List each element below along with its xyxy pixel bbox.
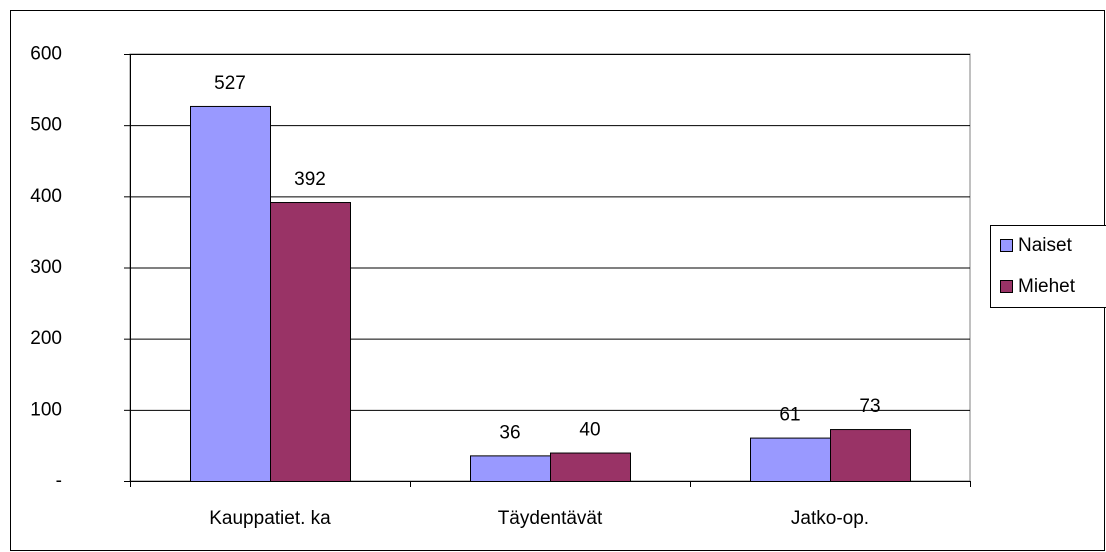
value-label: 40 <box>579 420 600 441</box>
value-label: 527 <box>214 73 246 94</box>
legend-label: Naiset <box>1018 235 1073 256</box>
x-tick-label: Kauppatiet. ka <box>209 508 331 529</box>
x-tick-label: Täydentävät <box>498 508 603 529</box>
legend-label: Miehet <box>1018 276 1076 297</box>
y-tick-label: 200 <box>30 328 62 349</box>
y-tick-label: 500 <box>30 115 62 136</box>
legend-swatch <box>1000 239 1013 252</box>
y-tick-label: - <box>56 471 62 492</box>
value-label: 392 <box>294 169 326 190</box>
legend-swatch <box>1000 280 1013 293</box>
y-tick-label: 300 <box>30 257 62 278</box>
y-tick-label: 100 <box>30 399 62 420</box>
y-tick-label: 600 <box>30 44 62 65</box>
bar <box>190 105 271 483</box>
bar <box>550 452 631 482</box>
x-tick-label: Jatko-op. <box>791 508 869 529</box>
bar <box>270 202 351 482</box>
bar <box>750 437 831 483</box>
value-label: 36 <box>499 422 520 443</box>
value-label: 61 <box>779 405 800 426</box>
bar <box>830 429 911 483</box>
y-tick-label: 400 <box>30 186 62 207</box>
value-label: 73 <box>859 396 880 417</box>
bar <box>470 455 551 483</box>
